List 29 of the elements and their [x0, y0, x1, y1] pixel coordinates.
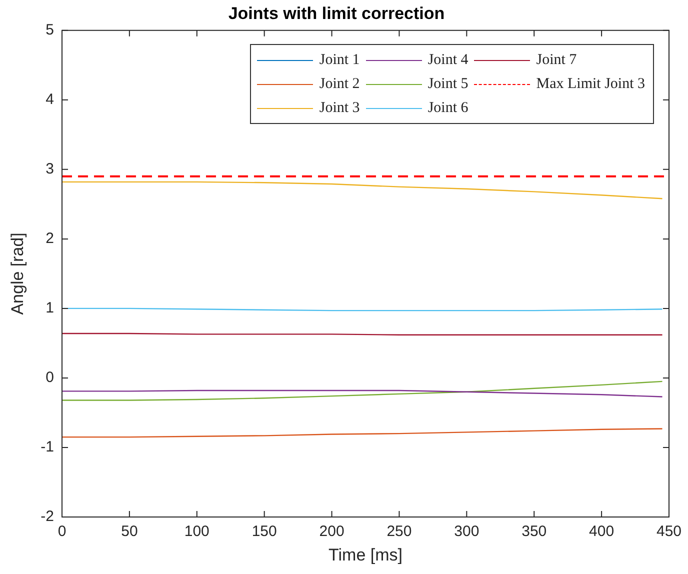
y-tick-label: 5	[46, 22, 54, 39]
y-tick-label: 2	[46, 230, 54, 248]
x-tick-label: 50	[121, 523, 138, 540]
x-tick-label: 450	[656, 523, 682, 540]
legend-label: Joint 5	[428, 76, 468, 92]
legend-label: Joint 1	[319, 52, 360, 68]
y-tick-label: 3	[46, 160, 54, 178]
chart-title: Joints with limit correction	[228, 4, 445, 23]
x-axis-title: Time [ms]	[328, 545, 402, 564]
x-tick-label: 100	[184, 523, 210, 540]
y-axis-title: Angle [rad]	[8, 232, 27, 315]
y-tick-label: -2	[40, 508, 54, 526]
legend-label: Max Limit Joint 3	[536, 76, 645, 92]
y-tick-label: -1	[40, 438, 54, 456]
x-tick-label: 350	[522, 523, 547, 540]
x-tick-label: 400	[589, 523, 614, 540]
legend-label: Joint 6	[428, 100, 468, 116]
legend-label: Joint 2	[319, 76, 360, 92]
x-tick-label: 0	[58, 523, 66, 540]
legend-label: Joint 7	[536, 52, 577, 68]
x-tick-label: 250	[386, 523, 412, 540]
legend-label: Joint 4	[428, 52, 468, 68]
legend-label: Joint 3	[319, 100, 360, 116]
x-tick-label: 300	[454, 523, 480, 540]
y-tick-label: 1	[46, 300, 54, 317]
y-tick-label: 4	[46, 91, 54, 108]
x-tick-label: 200	[319, 523, 344, 540]
x-tick-label: 150	[252, 523, 277, 540]
y-tick-label: 0	[46, 369, 54, 386]
